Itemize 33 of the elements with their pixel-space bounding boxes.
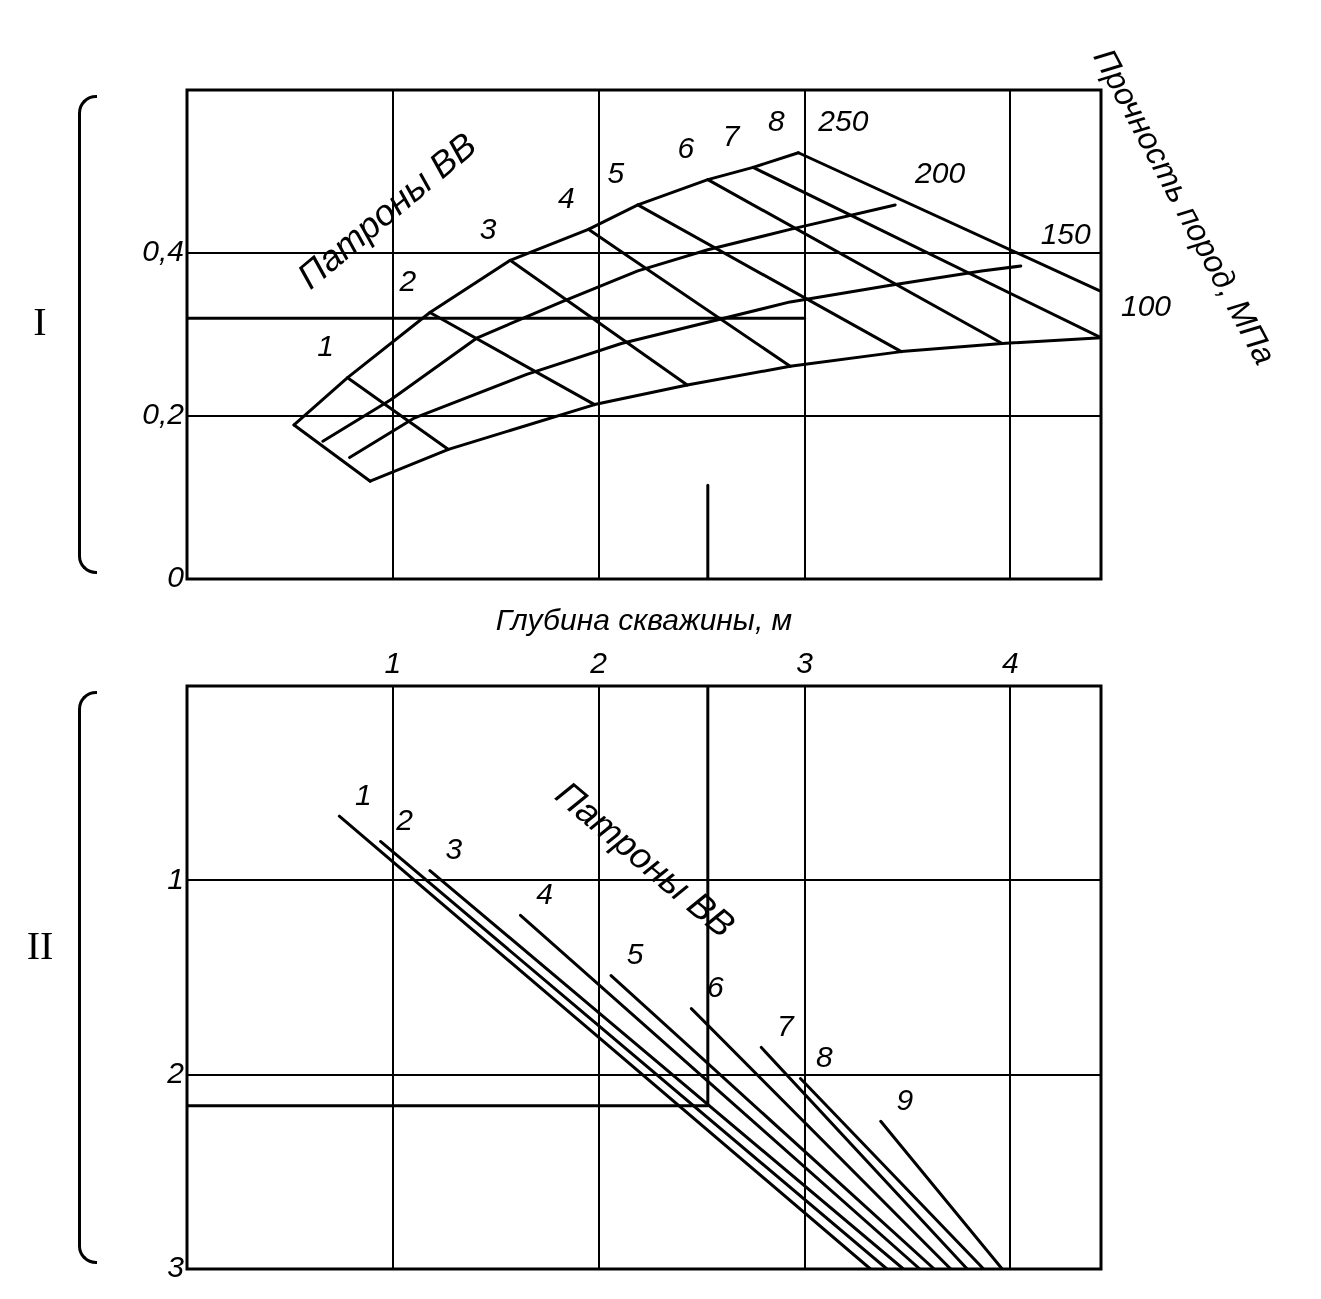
- y-tick-label: 0,2: [142, 397, 185, 431]
- series-label: 5: [626, 936, 644, 970]
- text: II: [26, 922, 54, 968]
- y-tick-label: 3: [167, 1250, 185, 1284]
- series-label: 6: [677, 130, 695, 164]
- series-label: 6: [707, 969, 724, 1003]
- series-label: 1: [354, 777, 372, 811]
- series-label: 100: [1120, 289, 1172, 323]
- series-label: 8: [768, 104, 786, 138]
- text: I: [33, 299, 47, 345]
- y-tick-label: 0: [167, 560, 185, 594]
- series-label: 8: [816, 1039, 834, 1073]
- series-label: 7: [722, 118, 741, 152]
- y-tick-label: 0,4: [142, 234, 184, 268]
- series-label: 150: [1040, 217, 1092, 251]
- y-tick-label: 2: [166, 1056, 185, 1090]
- series-label: 250: [817, 104, 869, 138]
- series-label: 5: [607, 156, 625, 190]
- series-label: 7: [776, 1008, 795, 1042]
- x-tick-label: 4: [1002, 646, 1019, 680]
- series-label: 9: [896, 1082, 914, 1116]
- series-label: 3: [445, 831, 463, 865]
- series-label: 4: [536, 876, 553, 910]
- x-tick-label: 2: [589, 646, 608, 680]
- series-label: 1: [317, 329, 334, 363]
- series-label: 4: [558, 180, 575, 214]
- x-axis-title: Глубина скважины, м: [495, 603, 793, 637]
- series-label: 200: [914, 156, 966, 190]
- x-tick-label: 1: [384, 646, 402, 680]
- series-label: 3: [479, 211, 497, 245]
- x-tick-label: 3: [796, 646, 814, 680]
- series-label: 2: [395, 802, 414, 836]
- y-tick-label: 1: [167, 861, 184, 895]
